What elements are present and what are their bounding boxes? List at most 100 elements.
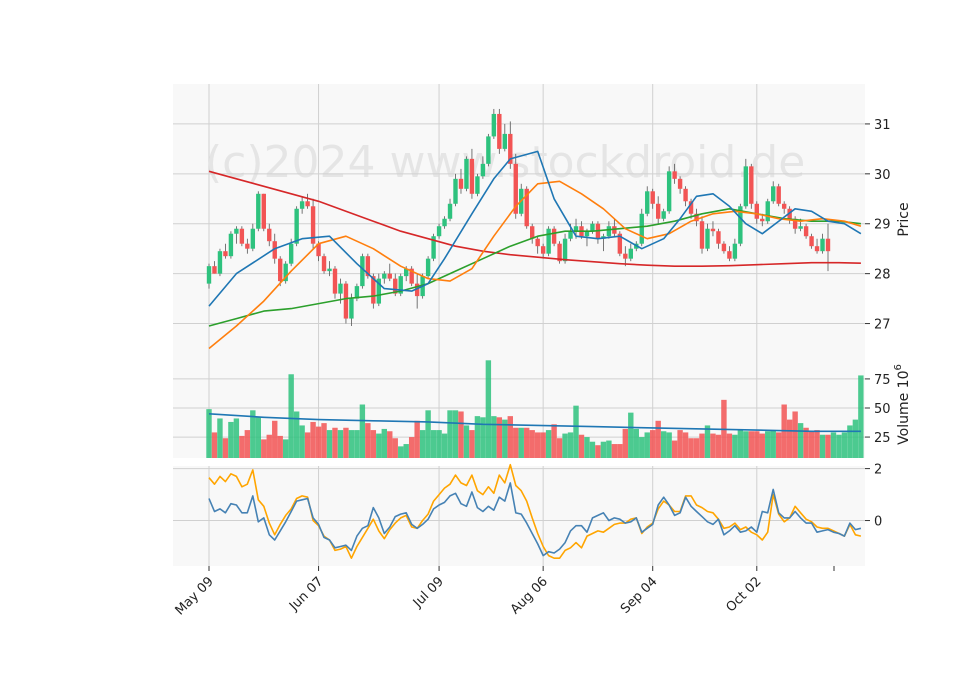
volume-bar <box>639 437 645 458</box>
volume-bar <box>419 430 426 458</box>
candle-body <box>661 211 666 219</box>
volume-bar <box>803 427 809 458</box>
x-tick-label: Oct 02 <box>723 574 764 615</box>
candle-body <box>540 246 546 254</box>
candle-body <box>529 226 535 239</box>
volume-bar <box>425 410 431 458</box>
candle-body <box>568 231 573 239</box>
volume-bar <box>732 434 738 458</box>
volume-bar <box>485 360 492 458</box>
volume-bar <box>628 412 634 458</box>
price-y-gridlines: 27 28 29 30 31 <box>173 118 891 333</box>
candle-body <box>404 268 409 277</box>
volume-bar <box>748 431 755 458</box>
volume-bar <box>578 434 585 458</box>
candle-body <box>239 228 245 244</box>
osc-tick-label: 2 <box>874 463 882 478</box>
candle-body <box>743 166 749 207</box>
volume-bar <box>529 430 535 458</box>
candle-body <box>798 226 803 229</box>
volume-bar <box>682 432 689 458</box>
candle-body <box>310 206 316 244</box>
volume-bar <box>370 430 377 458</box>
volume-bar <box>474 416 481 458</box>
volume-bar <box>211 432 218 458</box>
candle-body <box>475 176 480 194</box>
candle-body <box>288 243 294 264</box>
candle-body <box>513 163 518 214</box>
volume-tick-label: 75 <box>874 373 891 388</box>
candle-body <box>792 218 798 229</box>
volume-bar <box>491 416 497 458</box>
candle-body <box>825 238 831 252</box>
volume-bar <box>770 430 776 458</box>
volume-bar <box>545 430 552 458</box>
volume-bar <box>414 420 420 458</box>
candle-body <box>382 273 387 279</box>
candle-body <box>343 283 349 319</box>
candle-body <box>228 233 234 257</box>
volume-bar <box>365 423 371 458</box>
candle-body <box>425 258 431 277</box>
candle-body <box>727 251 732 259</box>
volume-bar <box>606 440 612 458</box>
candle-body <box>524 188 529 227</box>
volume-bar <box>496 417 503 458</box>
volume-bar <box>737 430 744 458</box>
volume-bar <box>507 416 513 458</box>
candle-body <box>557 243 562 262</box>
volume-bar <box>250 410 256 458</box>
volume-bar <box>343 427 349 458</box>
candle-body <box>781 203 787 209</box>
volume-bar <box>677 430 683 458</box>
candle-body <box>349 298 354 319</box>
volume-bar <box>704 425 711 458</box>
candle-body <box>436 226 442 237</box>
candle-body <box>371 276 376 304</box>
volume-bar <box>447 410 453 458</box>
candle-body <box>491 113 497 137</box>
volume-tick-label: 25 <box>874 431 891 446</box>
volume-bar <box>644 432 650 458</box>
volume-bar <box>452 410 459 458</box>
candle-body <box>261 193 266 229</box>
candle-body <box>414 283 420 297</box>
candle-body <box>206 266 212 284</box>
candle-body <box>814 246 820 252</box>
candle-body <box>573 226 579 232</box>
volume-bar <box>376 433 382 458</box>
volume-bar <box>600 441 607 458</box>
candle-body <box>776 186 781 204</box>
x-tick-label: Jul 09 <box>410 574 447 611</box>
volume-bar <box>206 409 212 458</box>
volume-bar <box>304 432 311 458</box>
volume-bar <box>650 430 656 458</box>
volume-bar <box>337 430 344 458</box>
price-tick-label: 29 <box>874 218 891 233</box>
candle-body <box>623 253 628 259</box>
volume-bar <box>480 417 486 458</box>
candle-body <box>694 213 699 222</box>
volume-bar <box>293 411 300 458</box>
price-tick-label: 30 <box>874 168 891 183</box>
volume-bar <box>228 421 234 458</box>
volume-bar <box>617 444 623 458</box>
candle-body <box>639 213 644 244</box>
volume-bar <box>808 431 815 458</box>
candle-body <box>469 158 475 194</box>
volume-bar <box>398 446 404 458</box>
candle-body <box>732 243 738 259</box>
price-panel <box>173 84 865 351</box>
candle-body <box>376 278 382 304</box>
volume-bar <box>217 418 223 458</box>
candle-body <box>486 136 491 164</box>
volume-bar <box>524 427 530 458</box>
volume-bar <box>261 439 267 458</box>
ma-fast-line <box>208 150 862 307</box>
volume-bar <box>836 434 842 458</box>
candle-body <box>502 133 508 149</box>
candle-body <box>617 233 623 254</box>
candle-body <box>771 186 776 202</box>
candle-body <box>217 251 223 274</box>
candle-body <box>672 171 677 179</box>
